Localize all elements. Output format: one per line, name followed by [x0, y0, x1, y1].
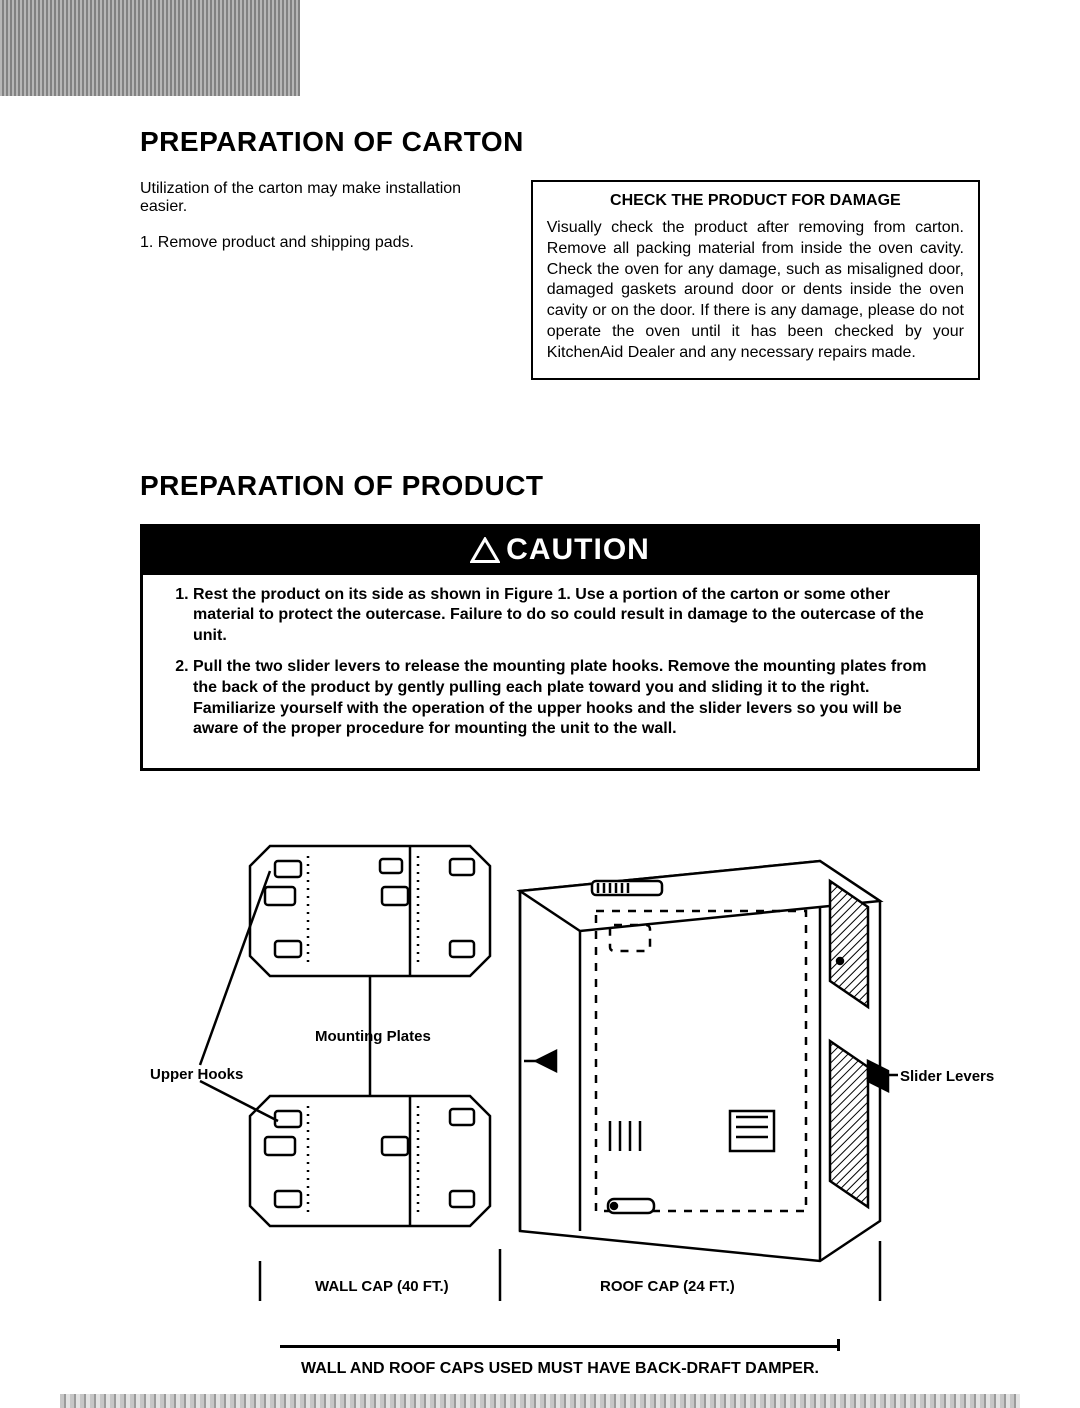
label-wall-cap: WALL CAP (40 FT.) — [315, 1278, 449, 1295]
figure-1: Mounting Plates Upper Hooks — [140, 811, 1000, 1331]
oven-side-diagram — [520, 861, 888, 1261]
scan-artifact-bottom — [60, 1394, 1020, 1408]
carton-left-column: Utilization of the carton may make insta… — [140, 180, 507, 252]
caution-header: CAUTION — [143, 527, 977, 575]
section-title-carton: PREPARATION OF CARTON — [140, 126, 980, 158]
label-mounting-plates: Mounting Plates — [315, 1028, 431, 1045]
page-content: PREPARATION OF CARTON Utilization of the… — [0, 96, 1080, 1378]
document-page: PREPARATION OF CARTON Utilization of the… — [0, 0, 1080, 1408]
carton-step-1: 1. Remove product and shipping pads. — [140, 234, 507, 252]
scan-artifact-top — [0, 0, 300, 96]
warning-triangle-icon — [470, 537, 500, 563]
damage-check-body: Visually check the product after removin… — [547, 218, 964, 364]
label-slider-levers: Slider Levers — [900, 1068, 994, 1085]
label-roof-cap: ROOF CAP (24 FT.) — [600, 1278, 735, 1295]
section-product: PREPARATION OF PRODUCT CAUTION Rest the … — [140, 470, 980, 772]
footer-note: WALL AND ROOF CAPS USED MUST HAVE BACK-D… — [140, 1360, 980, 1378]
caution-item-1: Rest the product on its side as shown in… — [193, 585, 949, 647]
caution-box: CAUTION Rest the product on its side as … — [140, 524, 980, 772]
figure-svg: Mounting Plates Upper Hooks — [140, 811, 1000, 1331]
damage-check-title: CHECK THE PRODUCT FOR DAMAGE — [547, 192, 964, 210]
caution-item-2: Pull the two slider levers to release th… — [193, 657, 949, 740]
carton-intro-text: Utilization of the carton may make insta… — [140, 180, 507, 216]
section-title-product: PREPARATION OF PRODUCT — [140, 470, 980, 502]
damage-check-box: CHECK THE PRODUCT FOR DAMAGE Visually ch… — [531, 180, 980, 380]
caution-label: CAUTION — [506, 533, 650, 567]
label-upper-hooks: Upper Hooks — [150, 1066, 243, 1083]
section-carton-row: Utilization of the carton may make insta… — [140, 180, 980, 380]
caution-body: Rest the product on its side as shown in… — [143, 575, 977, 769]
caps-divider-line — [280, 1345, 840, 1348]
